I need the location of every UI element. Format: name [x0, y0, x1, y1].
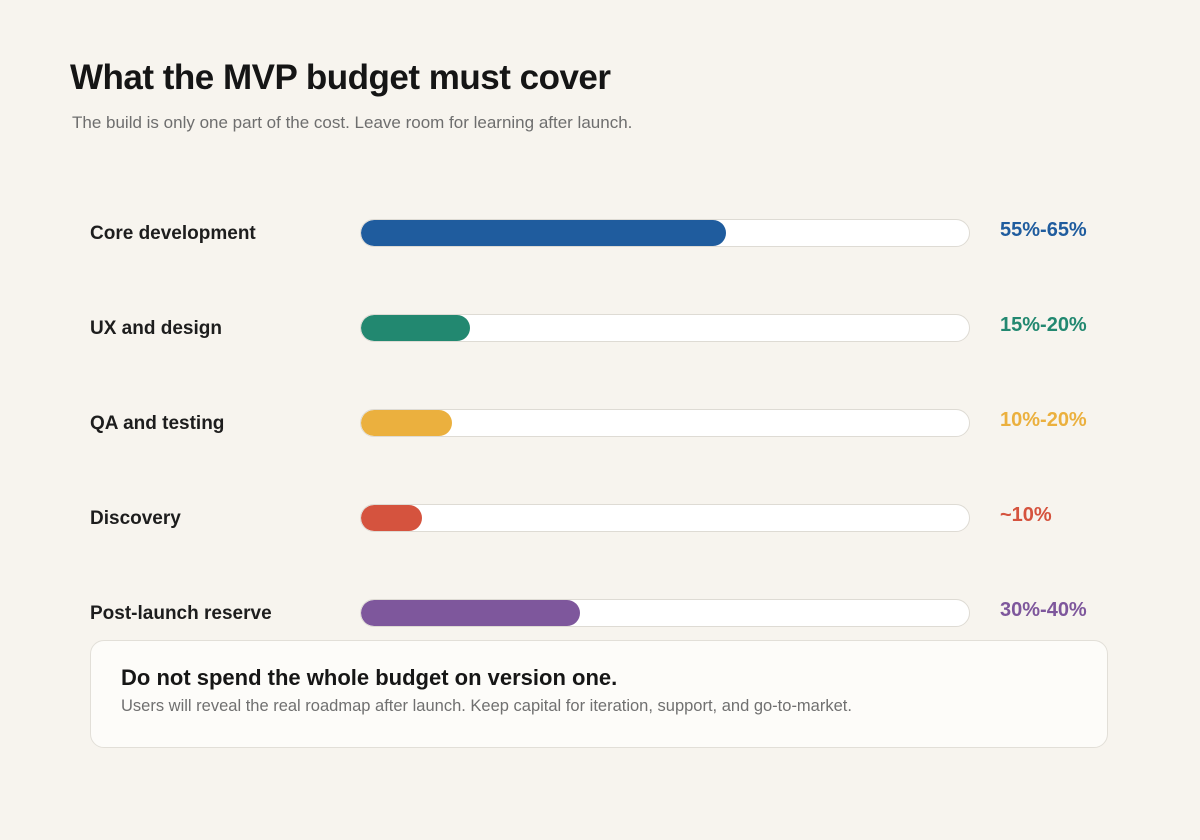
bar-fill [361, 315, 470, 341]
bar-track [360, 314, 970, 342]
bar-fill [361, 220, 726, 246]
bar-fill [361, 410, 452, 436]
chart-row: QA and testing 10%-20% [90, 409, 1120, 439]
category-label: Core development [90, 223, 256, 244]
category-label: UX and design [90, 318, 222, 339]
bar-fill [361, 600, 580, 626]
chart-row: Post-launch reserve 30%-40% [90, 599, 1120, 629]
chart-row: Core development 55%-65% [90, 219, 1120, 249]
value-label: 10%-20% [1000, 409, 1087, 431]
bar-fill [361, 505, 422, 531]
chart-row: Discovery ~10% [90, 504, 1120, 534]
bar-track [360, 599, 970, 627]
value-label: 55%-65% [1000, 219, 1087, 241]
category-label: QA and testing [90, 413, 225, 434]
callout-body: Users will reveal the real roadmap after… [121, 697, 852, 715]
category-label: Discovery [90, 508, 181, 529]
value-label: 15%-20% [1000, 314, 1087, 336]
chart-row: UX and design 15%-20% [90, 314, 1120, 344]
category-label: Post-launch reserve [90, 603, 272, 624]
value-label: 30%-40% [1000, 599, 1087, 621]
bar-track [360, 409, 970, 437]
page-subtitle: The build is only one part of the cost. … [72, 113, 633, 132]
callout-heading: Do not spend the whole budget on version… [121, 665, 618, 690]
callout-card: Do not spend the whole budget on version… [90, 640, 1108, 748]
budget-bar-chart: Core development 55%-65% UX and design 15%-… [90, 219, 1120, 629]
bar-track [360, 504, 970, 532]
page-title: What the MVP budget must cover [70, 58, 611, 97]
bar-track [360, 219, 970, 247]
value-label: ~10% [1000, 504, 1052, 526]
